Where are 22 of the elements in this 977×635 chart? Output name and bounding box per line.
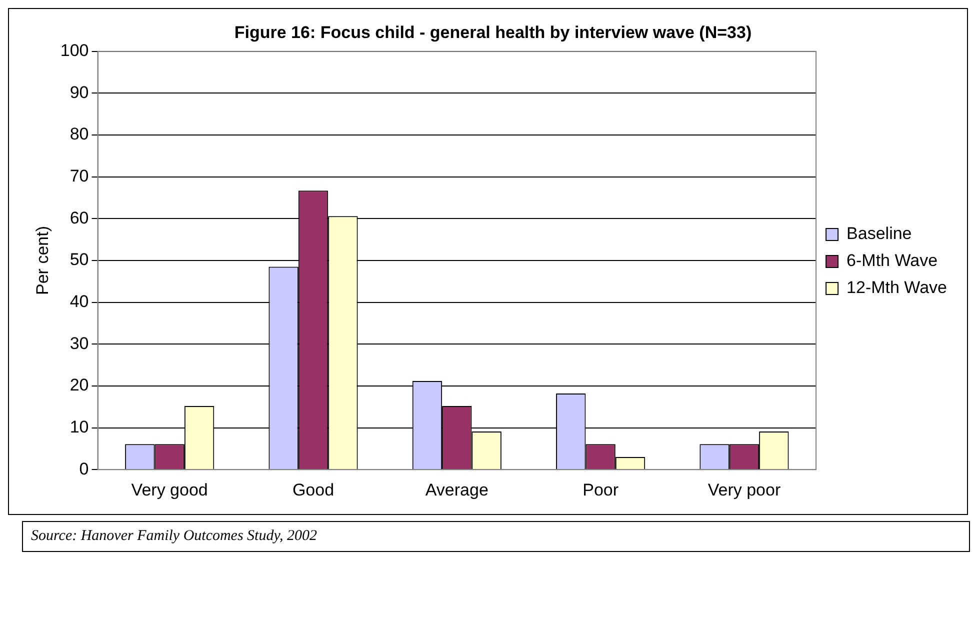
y-tick-label: 80 [70,124,89,144]
y-tick-label: 30 [70,334,89,353]
chart-title: Figure 16: Focus child - general health by interview wave (N=33) [234,22,752,42]
x-tick-label: Average [425,480,488,500]
y-tick-label: 60 [70,208,89,228]
y-tick-label: 40 [70,292,89,312]
y-tick-label: 0 [79,459,89,478]
legend-label: 6-Mth Wave [846,251,938,270]
x-tick-label: Very poor [708,480,781,500]
y-tick-label: 20 [70,376,89,395]
x-tick-label: Very good [131,480,208,500]
x-tick-label: Good [292,480,334,500]
y-tick-label: 100 [60,41,89,60]
y-tick-label: 70 [70,166,89,186]
y-axis-title: Per cent) [32,226,52,295]
y-tick-label: 90 [70,82,89,102]
source-note: Source: Hanover Family Outcomes Study, 2002 [22,521,970,552]
legend-label: Baseline [846,224,912,244]
y-tick-label: 10 [70,417,89,436]
x-tick-label: Poor [582,480,619,500]
legend-label: 12-Mth Wave [846,278,948,298]
y-tick-label: 50 [70,250,89,270]
